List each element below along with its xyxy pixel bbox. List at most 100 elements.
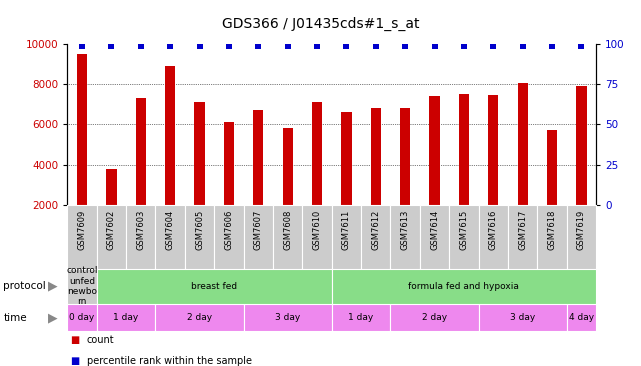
Bar: [273, 205, 303, 269]
Point: [165, 42, 175, 48]
Text: 1 day: 1 day: [349, 313, 374, 322]
Bar: [332, 304, 390, 331]
Text: 3 day: 3 day: [510, 313, 535, 322]
Text: 3 day: 3 day: [275, 313, 300, 322]
Text: GSM7605: GSM7605: [195, 210, 204, 250]
Bar: [185, 205, 214, 269]
Text: 2 day: 2 day: [422, 313, 447, 322]
Point: [488, 42, 499, 48]
Bar: [214, 205, 244, 269]
Bar: [567, 304, 596, 331]
Text: time: time: [3, 313, 27, 322]
Bar: [253, 111, 263, 205]
Text: GSM7609: GSM7609: [78, 210, 87, 250]
Bar: [155, 304, 244, 331]
Text: control
unfed
newbo
rn: control unfed newbo rn: [66, 266, 97, 306]
Point: [136, 42, 146, 48]
Text: GSM7619: GSM7619: [577, 210, 586, 250]
Text: ▶: ▶: [48, 280, 58, 293]
Bar: [479, 205, 508, 269]
Text: GSM7607: GSM7607: [254, 210, 263, 250]
Text: GSM7616: GSM7616: [489, 210, 498, 250]
Text: GSM7612: GSM7612: [371, 210, 380, 250]
Bar: [77, 54, 87, 205]
Bar: [537, 205, 567, 269]
Bar: [224, 122, 234, 205]
Text: GDS366 / J01435cds#1_s_at: GDS366 / J01435cds#1_s_at: [222, 16, 419, 31]
Text: GSM7617: GSM7617: [518, 210, 527, 250]
Point: [312, 42, 322, 48]
Point: [400, 42, 410, 48]
Bar: [67, 304, 97, 331]
Bar: [136, 98, 146, 205]
Point: [576, 42, 587, 48]
Text: breast fed: breast fed: [191, 282, 237, 291]
Point: [429, 42, 440, 48]
Text: GSM7610: GSM7610: [313, 210, 322, 250]
Bar: [244, 304, 332, 331]
Text: GSM7604: GSM7604: [165, 210, 174, 250]
Bar: [106, 169, 117, 205]
Text: GSM7618: GSM7618: [547, 210, 556, 250]
Text: 2 day: 2 day: [187, 313, 212, 322]
Bar: [508, 205, 537, 269]
Text: GSM7614: GSM7614: [430, 210, 439, 250]
Text: GSM7606: GSM7606: [224, 210, 233, 250]
Text: ■: ■: [71, 355, 79, 366]
Bar: [547, 131, 557, 205]
Point: [370, 42, 381, 48]
Bar: [194, 102, 204, 205]
Bar: [390, 205, 420, 269]
Bar: [244, 205, 273, 269]
Point: [194, 42, 204, 48]
Text: GSM7613: GSM7613: [401, 210, 410, 250]
Text: GSM7615: GSM7615: [460, 210, 469, 250]
Bar: [126, 205, 155, 269]
Point: [224, 42, 234, 48]
Bar: [67, 205, 97, 269]
Point: [517, 42, 528, 48]
Bar: [341, 112, 351, 205]
Point: [459, 42, 469, 48]
Text: GSM7608: GSM7608: [283, 210, 292, 250]
Text: GSM7611: GSM7611: [342, 210, 351, 250]
Text: percentile rank within the sample: percentile rank within the sample: [87, 355, 251, 366]
Bar: [97, 269, 332, 304]
Text: 4 day: 4 day: [569, 313, 594, 322]
Bar: [459, 94, 469, 205]
Text: ■: ■: [71, 335, 79, 346]
Bar: [312, 102, 322, 205]
Bar: [420, 205, 449, 269]
Bar: [303, 205, 332, 269]
Text: GSM7603: GSM7603: [137, 210, 146, 250]
Bar: [567, 205, 596, 269]
Text: formula fed and hypoxia: formula fed and hypoxia: [408, 282, 519, 291]
Bar: [361, 205, 390, 269]
Bar: [449, 205, 479, 269]
Bar: [576, 86, 587, 205]
Bar: [479, 304, 567, 331]
Text: 1 day: 1 day: [113, 313, 138, 322]
Bar: [165, 66, 175, 205]
Point: [77, 42, 87, 48]
Bar: [370, 108, 381, 205]
Bar: [332, 205, 361, 269]
Bar: [97, 205, 126, 269]
Bar: [283, 128, 293, 205]
Bar: [332, 269, 596, 304]
Bar: [488, 95, 499, 205]
Text: 0 day: 0 day: [69, 313, 95, 322]
Bar: [429, 96, 440, 205]
Point: [341, 42, 351, 48]
Point: [283, 42, 293, 48]
Bar: [97, 304, 155, 331]
Bar: [390, 304, 479, 331]
Bar: [517, 83, 528, 205]
Point: [253, 42, 263, 48]
Text: GSM7602: GSM7602: [107, 210, 116, 250]
Point: [547, 42, 557, 48]
Text: count: count: [87, 335, 114, 346]
Point: [106, 42, 117, 48]
Text: protocol: protocol: [3, 281, 46, 291]
Bar: [400, 108, 410, 205]
